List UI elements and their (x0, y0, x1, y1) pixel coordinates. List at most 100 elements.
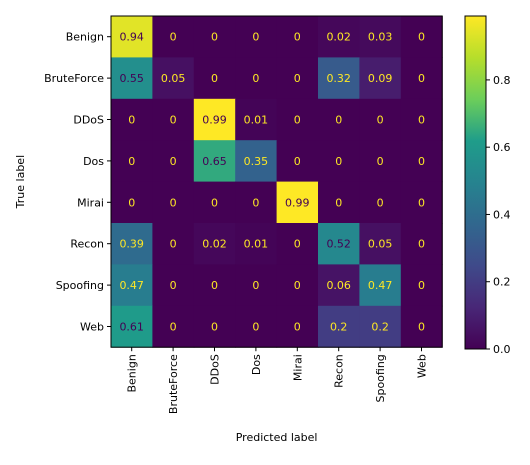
heatmap-cell (400, 264, 443, 307)
heatmap-cell (193, 181, 236, 224)
heatmap-cell (152, 16, 195, 58)
cell-value-label: 0 (377, 114, 384, 127)
colorbar-tick-label: 0.6 (493, 141, 511, 154)
y-axis-label: True label (14, 155, 27, 209)
cell-value-label: 0 (211, 72, 218, 85)
cell-value-label: 0.01 (244, 114, 269, 127)
cell-value-label: 0 (377, 196, 384, 209)
cell-value-label: 0 (418, 321, 425, 334)
heatmap-cell (193, 305, 236, 348)
heatmap-cell (400, 223, 443, 265)
x-tick-label: Mirai (291, 354, 304, 381)
cell-value-label: 0 (335, 196, 342, 209)
cell-value-label: 0 (170, 321, 177, 334)
cell-value-label: 0 (294, 321, 301, 334)
heatmap-cell (111, 16, 153, 58)
heatmap-cell (318, 264, 360, 307)
heatmap-cell (400, 16, 443, 58)
cell-value-label: 0 (418, 114, 425, 127)
cell-value-label: 0.01 (244, 238, 269, 251)
heatmap-cell (318, 98, 360, 141)
cell-value-label: 0.03 (368, 31, 393, 44)
heatmap-cell (359, 140, 402, 183)
cell-value-label: 0 (377, 155, 384, 168)
heatmap-cell (359, 223, 402, 265)
colorbar-tick-label: 0.0 (493, 343, 511, 356)
heatmap-cell (111, 57, 153, 100)
heatmap-cell (111, 98, 153, 141)
heatmap-cell (276, 264, 319, 307)
cell-value-label: 0.2 (330, 321, 348, 334)
heatmap-cell (235, 57, 278, 100)
x-tick-label: Dos (250, 354, 263, 375)
cell-value-label: 0 (170, 31, 177, 44)
heatmap-cell (400, 57, 443, 100)
cell-value-label: 0.02 (326, 31, 351, 44)
cell-value-label: 0 (211, 31, 218, 44)
cell-value-label: 0.52 (326, 238, 351, 251)
cell-value-label: 0 (252, 321, 259, 334)
cell-value-label: 0 (128, 155, 135, 168)
cell-value-label: 0.09 (368, 72, 393, 85)
heatmap-cell (193, 57, 236, 100)
cell-value-label: 0.35 (244, 155, 269, 168)
cell-value-label: 0 (128, 196, 135, 209)
cell-value-label: 0.94 (119, 31, 144, 44)
x-tick-label: DDoS (209, 354, 222, 385)
y-tick-label: BruteForce (44, 72, 104, 85)
cell-value-label: 0 (294, 114, 301, 127)
heatmap-cell (276, 16, 319, 58)
x-tick-label: Benign (126, 354, 139, 392)
cell-value-label: 0 (252, 196, 259, 209)
cell-value-label: 0 (418, 238, 425, 251)
heatmap-cells (111, 16, 443, 348)
heatmap-cell (193, 264, 236, 307)
heatmap-cell (152, 57, 195, 100)
cell-value-label: 0 (211, 196, 218, 209)
heatmap-cell (276, 98, 319, 141)
cell-value-label: 0 (418, 196, 425, 209)
heatmap-cell (276, 181, 319, 224)
heatmap-cell (318, 16, 360, 58)
cell-value-label: 0.32 (326, 72, 351, 85)
y-tick-label: Web (80, 321, 104, 334)
x-axis-ticks: Benign BruteForce DDoS Dos Mirai Recon Spoofin… (126, 347, 429, 414)
y-tick-label: Benign (66, 31, 104, 44)
plot-frame (110, 15, 443, 348)
cell-value-label: 0.61 (119, 321, 144, 334)
colorbar-tick-label: 0.2 (493, 276, 511, 289)
heatmap-cell (111, 181, 153, 224)
heatmap-cell (193, 98, 236, 141)
colorbar-gradient (464, 15, 487, 350)
x-axis-label: Predicted label (236, 431, 318, 444)
cell-value-label: 0.39 (119, 238, 144, 251)
heatmap-cell (235, 181, 278, 224)
x-tick-label: Web (416, 354, 429, 378)
heatmap-cell (111, 223, 153, 265)
heatmap-cell (318, 223, 360, 265)
heatmap-cell (400, 181, 443, 224)
colorbar: 0.0 0.2 0.4 0.6 0.8 (464, 15, 511, 356)
cell-value-label: 0 (170, 155, 177, 168)
y-tick-label: DDoS (73, 114, 104, 127)
colorbar-tick-label: 0.4 (493, 208, 511, 221)
cell-value-label: 0 (252, 72, 259, 85)
x-tick-label: Recon (333, 354, 346, 388)
cell-value-label: 0.05 (368, 238, 393, 251)
cell-value-label: 0 (294, 238, 301, 251)
cell-value-label: 0 (418, 72, 425, 85)
cell-value-label: 0 (170, 114, 177, 127)
cell-value-label: 0.02 (202, 238, 227, 251)
cell-value-label: 0 (294, 31, 301, 44)
cell-value-label: 0.65 (202, 155, 227, 168)
y-tick-label: Mirai (77, 196, 104, 209)
cell-value-label: 0 (170, 279, 177, 292)
x-tick-label: BruteForce (167, 354, 180, 414)
heatmap-cell (400, 98, 443, 141)
cell-value-label: 0 (335, 155, 342, 168)
cell-value-label: 0 (335, 114, 342, 127)
heatmap-cell (276, 305, 319, 348)
y-tick-label: Recon (70, 238, 104, 251)
cell-value-label: 0 (294, 72, 301, 85)
